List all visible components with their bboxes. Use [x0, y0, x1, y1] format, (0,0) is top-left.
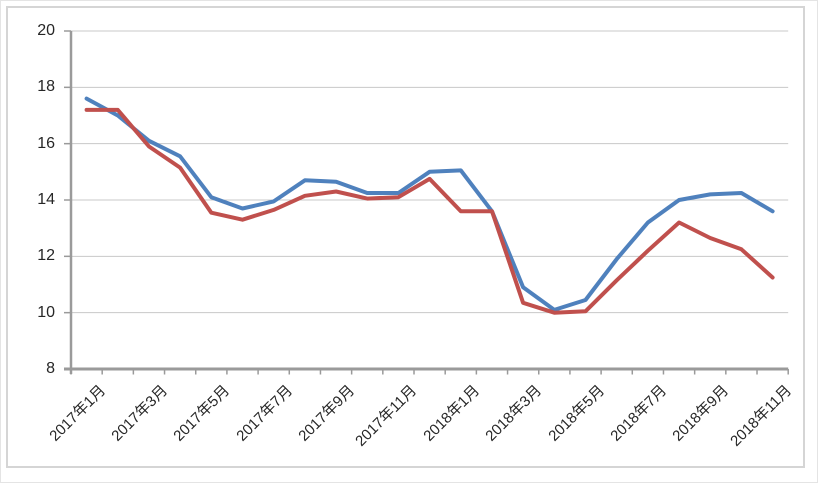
y-tick-label: 8	[46, 360, 55, 377]
series-1-blue-line	[84, 96, 775, 312]
series-2-red-line	[84, 107, 775, 315]
y-tick-label: 10	[37, 303, 55, 321]
y-tick-label: 14	[37, 191, 55, 208]
chart-frame	[6, 6, 805, 468]
y-tick-label: 20	[37, 22, 55, 39]
y-tick-label: 16	[37, 134, 55, 152]
y-tick-label: 12	[37, 247, 55, 265]
y-tick-label: 18	[37, 78, 55, 96]
